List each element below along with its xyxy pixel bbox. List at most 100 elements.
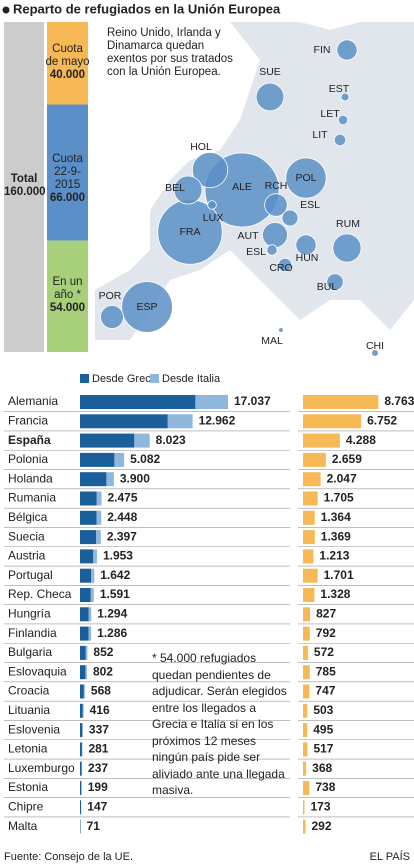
total-label: 147	[87, 799, 107, 813]
category-label: Finlandia	[8, 626, 57, 640]
total-label: 1.286	[97, 626, 127, 640]
bar-segment	[80, 665, 86, 680]
total-label: 2.475	[107, 491, 137, 505]
bar-segment	[81, 742, 83, 757]
legend-label: Desde Grecia	[92, 373, 160, 385]
segment-name: En un año *	[52, 276, 83, 302]
total-bar	[4, 22, 44, 352]
value-label: 1.701	[324, 568, 354, 582]
category-label: Letonia	[8, 742, 48, 756]
bar-segment	[80, 607, 89, 622]
bubble	[285, 157, 327, 199]
category-label: Estonia	[8, 780, 48, 794]
bar	[303, 645, 308, 660]
value-label: 1.705	[324, 491, 354, 505]
bar	[303, 588, 315, 602]
country-code: HOL	[190, 141, 212, 153]
segment-value: 66.000	[49, 191, 86, 204]
bubble	[337, 114, 349, 126]
category-label: Croacia	[8, 684, 50, 698]
country-code: FRA	[180, 226, 201, 238]
country-code: FIN	[314, 44, 331, 56]
bubble	[295, 234, 317, 256]
category-label: Holanda	[8, 471, 53, 485]
bar-segment	[80, 723, 83, 738]
category-label: Polonia	[8, 452, 48, 466]
category-label: Rep. Checa	[8, 587, 72, 601]
country-code: BEL	[165, 182, 185, 194]
bar	[303, 665, 310, 680]
segment-name: Cuota de mayo	[45, 43, 90, 69]
title: Reparto de refugiados en la Unión Europe…	[13, 1, 281, 16]
category-label: Lituania	[8, 703, 50, 717]
category-label: Bélgica	[8, 510, 48, 524]
bar-segment	[80, 530, 97, 545]
total-label: 71	[87, 819, 101, 833]
value-label: 827	[316, 606, 336, 620]
bar-segment	[82, 723, 83, 738]
country-code: MAL	[261, 335, 283, 347]
total-label: 237	[88, 761, 108, 775]
category-label: Hungría	[8, 606, 51, 620]
bar	[303, 626, 310, 641]
total-label: 852	[93, 645, 113, 659]
total-label: 1.953	[103, 549, 133, 563]
country-code: HUN	[296, 252, 319, 264]
segment-bar	[47, 240, 88, 352]
bar-segment	[195, 395, 228, 409]
country-code: EST	[329, 83, 350, 95]
value-label: 2.047	[327, 471, 357, 485]
segment-value: 40.000	[49, 69, 86, 82]
segment-name: Total	[10, 173, 38, 185]
bubble	[340, 92, 350, 102]
bar-segment	[114, 452, 125, 467]
brand: EL PAÍS	[370, 850, 410, 863]
bar-segment	[80, 491, 97, 506]
bar	[303, 452, 326, 467]
bar-segment	[88, 607, 92, 622]
bubble	[266, 244, 278, 256]
bar-segment	[80, 761, 82, 776]
segment-label: Cuota de mayo 40.000	[45, 43, 90, 82]
map-note: Reino Unido, Irlanda y Dinamarca quedan …	[107, 27, 233, 78]
bar-segment	[80, 781, 82, 795]
country-code: ESL	[300, 199, 320, 211]
total-label: 1.642	[100, 568, 130, 582]
value-label: 1.328	[320, 587, 350, 601]
bubble	[262, 222, 288, 248]
bar-segment	[80, 549, 94, 564]
bar-segment	[90, 588, 94, 602]
bar-segment	[167, 414, 193, 429]
category-label: Alemania	[8, 394, 58, 408]
country-code: RCH	[265, 180, 288, 192]
total-label: 1.294	[97, 606, 127, 620]
bubble	[336, 39, 358, 61]
total-label: 8.023	[156, 433, 186, 447]
country-code: SUE	[259, 66, 281, 78]
value-label: 6.752	[367, 413, 397, 427]
bar	[303, 819, 306, 834]
total-label: 802	[93, 664, 113, 678]
country-code: LET	[320, 108, 340, 120]
bar-segment	[80, 395, 196, 409]
total-label: 3.900	[120, 471, 150, 485]
bar-segment	[82, 703, 84, 718]
category-label: España	[8, 433, 51, 447]
bubble	[277, 257, 293, 273]
bar	[303, 723, 308, 738]
value-label: 8.763	[384, 394, 414, 408]
bubble	[333, 133, 347, 147]
bar	[303, 414, 362, 429]
bubble	[281, 209, 299, 227]
bar	[303, 761, 307, 776]
bar-segment	[85, 645, 88, 660]
legend-swatch	[80, 374, 89, 383]
value-label: 173	[310, 799, 330, 813]
bubble	[173, 175, 203, 205]
source: Fuente: Consejo de la UE.	[4, 851, 133, 863]
bar	[303, 742, 308, 757]
bar	[303, 395, 379, 409]
bar	[303, 491, 318, 506]
total-label: Total 160.000	[4, 173, 46, 199]
bar	[303, 510, 315, 525]
